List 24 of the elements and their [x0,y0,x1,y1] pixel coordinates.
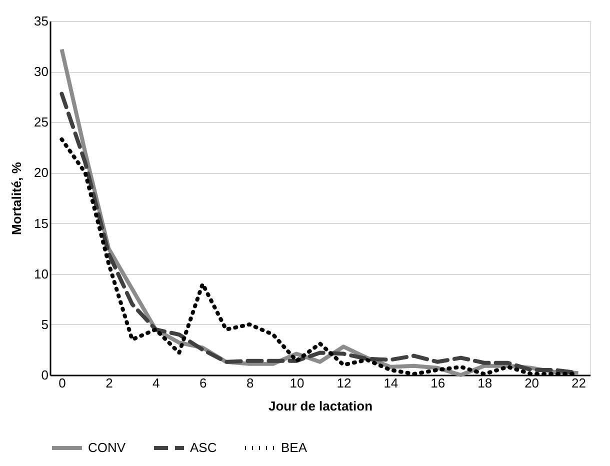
y-tick-label: 35 [34,14,48,28]
y-tick-label: 5 [41,316,48,332]
legend-label: BEA [281,440,308,455]
y-tick-label: 20 [34,165,48,180]
x-axis-title: Jour de lactation [268,398,373,414]
x-tick-label: 18 [478,376,492,390]
y-axis-title: Mortalité, % [9,162,24,235]
y-tick-label: 30 [34,64,48,80]
legend-label: CONV [88,440,126,455]
x-tick-label: 10 [290,376,304,390]
x-tick-label: 12 [336,376,352,390]
x-tick-label: 16 [430,376,446,390]
y-tick-label: 10 [34,266,48,282]
y-tick-label: 15 [34,216,48,231]
x-tick-label: 2 [106,376,113,390]
y-tick-label: 25 [34,114,48,130]
x-tick-label: 8 [246,376,254,390]
legend-label: ASC [190,440,217,455]
x-tick-label: 20 [524,376,540,390]
x-tick-label: 6 [199,376,207,390]
x-tick-label: 22 [572,376,586,390]
x-tick-label: 4 [152,376,160,390]
x-tick-label: 14 [384,376,398,390]
x-tick-label: 0 [58,376,66,390]
